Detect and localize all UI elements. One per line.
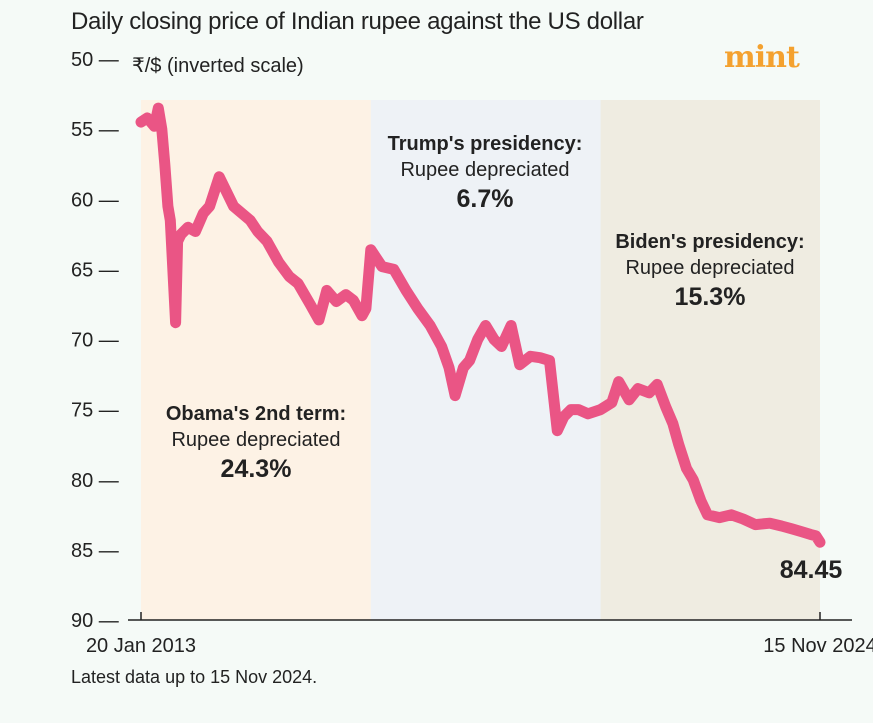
y-tick-label: 70 — [71, 330, 119, 352]
x-tick-label: 20 Jan 2013 [86, 635, 196, 657]
y-tick-label: 65 — [71, 259, 119, 281]
y-tick-label: 90 — [71, 610, 119, 632]
annotation-heading: Trump's presidency: [388, 133, 583, 155]
annotation-text: Rupee depreciated [171, 429, 340, 451]
annotation-text: Rupee depreciated [400, 159, 569, 181]
annotation-heading: Obama's 2nd term: [166, 403, 346, 425]
annotation-2: Biden's presidency: Rupee depreciated 15.3… [615, 231, 804, 311]
annotation-value: 15.3% [675, 283, 746, 311]
y-tick-label: 85 — [71, 540, 119, 562]
annotation-0: Obama's 2nd term: Rupee depreciated 24.3% [166, 403, 346, 483]
annotation-heading: Biden's presidency: [615, 231, 804, 253]
annotation-value: 6.7% [457, 185, 514, 213]
series-line [135, 102, 826, 548]
end-value-label: 84.45 [780, 556, 843, 584]
annotation-text: Rupee depreciated [625, 257, 794, 279]
y-tick-label: 50 — [71, 49, 119, 71]
y-tick-label: 80 — [71, 470, 119, 492]
y-tick-label: 60 — [71, 189, 119, 211]
period-band-2 [600, 100, 820, 620]
mint-logo: mint [724, 40, 800, 75]
footnote: Latest data up to 15 Nov 2024. [71, 667, 318, 687]
period-band-1 [370, 100, 601, 620]
y-tick-label: 75 — [71, 400, 119, 422]
chart-title: Daily closing price of Indian rupee agai… [71, 8, 644, 35]
y-axis-label: ₹/$ (inverted scale) [132, 55, 304, 77]
annotation-value: 24.3% [221, 455, 292, 483]
x-tick-label: 15 Nov 2024 [763, 635, 873, 657]
y-tick-label: 55 — [71, 119, 119, 141]
annotation-1: Trump's presidency: Rupee depreciated 6.7% [388, 133, 583, 213]
period-band-0 [141, 100, 371, 620]
